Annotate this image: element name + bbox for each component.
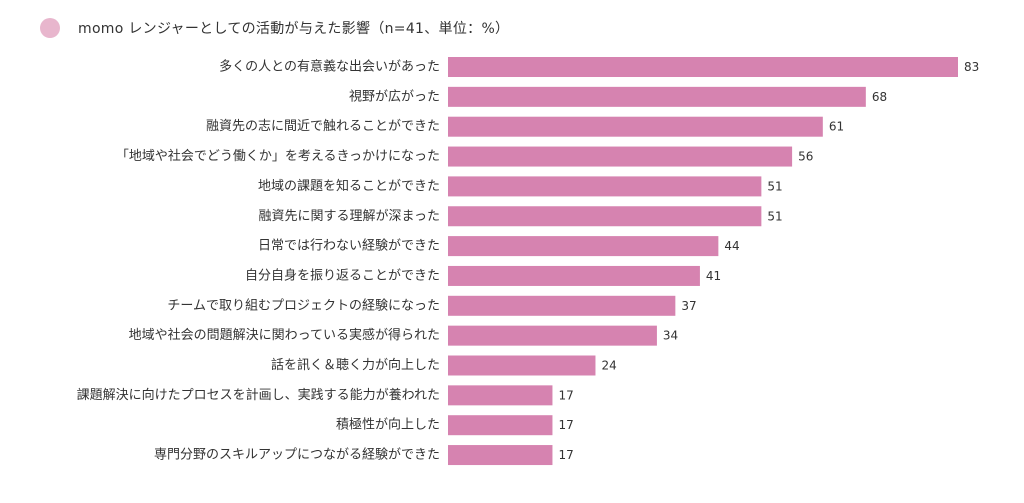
value-label: 83 <box>964 60 979 74</box>
bar <box>448 146 793 167</box>
bar <box>448 57 958 77</box>
bar <box>448 116 823 137</box>
bar <box>448 236 719 257</box>
category-label: 課題解決に向けたプロセスを計画し、実践する能力が養われた <box>77 387 440 403</box>
category-label: 融資先の志に間近で触れることができた <box>206 119 440 134</box>
bar <box>448 265 700 286</box>
value-label: 24 <box>601 359 616 373</box>
bar <box>448 325 657 346</box>
category-label: 「地域や社会でどう働くか」を考えるきっかけになった <box>116 148 440 164</box>
category-label: 多くの人との有意義な出会いがあった <box>219 59 440 75</box>
bar <box>448 86 866 107</box>
chart-title: momo レンジャーとしての活動が与えた影響（n=41、単位：%） <box>78 21 510 37</box>
bar <box>448 415 553 436</box>
bar <box>448 355 596 376</box>
value-label: 37 <box>681 299 696 313</box>
value-label: 17 <box>558 448 573 462</box>
value-label: 41 <box>706 269 721 283</box>
category-label: 専門分野のスキルアップにつながる経験ができた <box>154 448 440 463</box>
value-label: 17 <box>558 388 573 402</box>
title-bullet-dot <box>40 18 60 38</box>
value-label: 61 <box>829 120 844 134</box>
bar <box>448 295 676 316</box>
category-label: 積極性が向上した <box>336 417 440 433</box>
value-label: 68 <box>872 90 887 104</box>
chart-title-row: momo レンジャーとしての活動が与えた影響（n=41、単位：%） <box>40 16 509 40</box>
category-label: 自分自身を振り返ることができた <box>245 267 440 283</box>
category-label: 視野が広がった <box>349 89 440 104</box>
bar <box>448 445 553 466</box>
category-label: チームで取り組むプロジェクトの経験になった <box>167 298 440 313</box>
category-label: 地域の課題を知ることができた <box>258 178 440 194</box>
category-label: 融資先に関する理解が深まった <box>259 209 440 224</box>
bar <box>448 385 553 406</box>
value-label: 51 <box>767 179 782 193</box>
category-label: 日常では行わない経験ができた <box>258 239 440 254</box>
value-label: 34 <box>663 329 678 343</box>
value-label: 44 <box>724 239 739 253</box>
value-label: 51 <box>767 209 782 223</box>
category-label: 地域や社会の問題解決に関わっている実感が得られた <box>129 327 440 343</box>
value-label: 17 <box>558 418 573 432</box>
bar <box>448 176 762 197</box>
bar <box>448 206 762 227</box>
category-label: 話を訊く＆聴く力が向上した <box>271 357 440 373</box>
value-label: 56 <box>798 150 813 164</box>
